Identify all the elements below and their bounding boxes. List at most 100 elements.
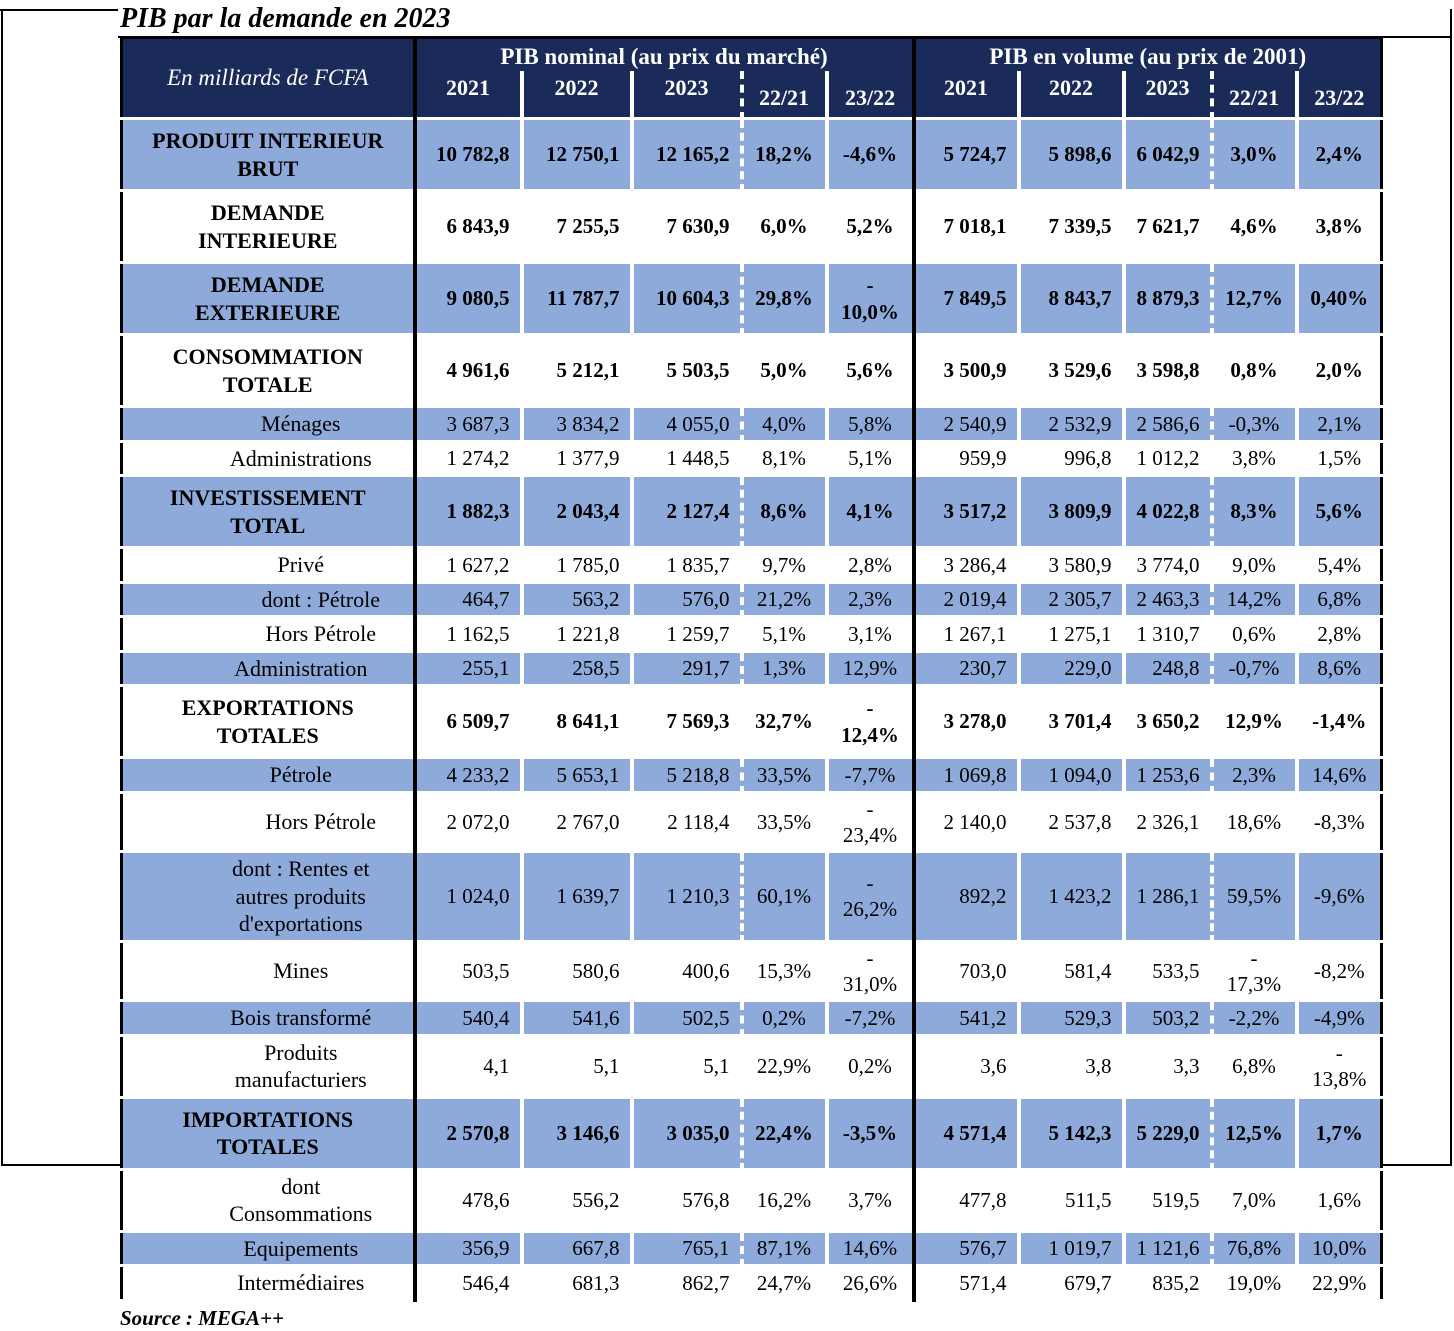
- nominal-value-cell: 4,0%: [739, 405, 827, 443]
- nominal-value-cell: 24,7%: [739, 1264, 827, 1302]
- volume-value-cell: 14,6%: [1294, 756, 1382, 794]
- group-header-volume: PIB en volume (au prix de 2001): [911, 37, 1382, 71]
- nominal-value-cell: 3 146,6: [519, 1095, 632, 1171]
- nominal-value-cell: 502,5: [629, 999, 742, 1037]
- row-label: PRODUIT INTERIEUR BRUT: [121, 117, 417, 192]
- nominal-value-cell: 681,3: [519, 1264, 632, 1302]
- volume-value-cell: 3 517,2: [911, 474, 1019, 549]
- nominal-value-cell: 18,2%: [739, 117, 827, 192]
- volume-value-cell: 22,9%: [1294, 1264, 1382, 1302]
- nominal-value-cell: 1 024,0: [412, 850, 522, 943]
- volume-value-cell: 2 326,1: [1121, 790, 1212, 853]
- row-label: CONSOMMATION TOTALE: [121, 333, 417, 408]
- nominal-value-cell: 6 843,9: [412, 189, 522, 264]
- table-row: Mines 503,5 580,6 400,6 15,3% - 31,0% 703,0 581…: [121, 939, 1382, 1002]
- volume-value-cell: 9,0%: [1209, 546, 1297, 584]
- table-row: Administrations 1 274,2 1 377,9 1 448,5 8,1%…: [121, 439, 1382, 477]
- nominal-value-cell: 33,5%: [739, 790, 827, 853]
- nominal-value-cell: 1,3%: [739, 649, 827, 687]
- volume-value-cell: 1,7%: [1294, 1095, 1382, 1171]
- nominal-value-cell: 5,0%: [739, 333, 827, 408]
- volume-value-cell: 12,5%: [1209, 1095, 1297, 1171]
- nominal-value-cell: 580,6: [519, 939, 632, 1002]
- nominal-value-cell: -3,5%: [824, 1095, 914, 1171]
- volume-value-cell: 0,40%: [1294, 261, 1382, 336]
- volume-value-cell: -0,7%: [1209, 649, 1297, 687]
- volume-value-cell: 3,0%: [1209, 117, 1297, 192]
- volume-value-cell: 8 843,7: [1016, 261, 1124, 336]
- nominal-value-cell: 16,2%: [739, 1167, 827, 1233]
- nominal-value-cell: -7,2%: [824, 999, 914, 1037]
- nominal-value-cell: 4 233,2: [412, 756, 522, 794]
- volume-value-cell: 503,2: [1121, 999, 1212, 1037]
- row-label: Administration: [121, 649, 417, 687]
- volume-value-cell: 703,0: [911, 939, 1019, 1002]
- nominal-value-cell: 667,8: [519, 1229, 632, 1267]
- volume-value-cell: 7 018,1: [911, 189, 1019, 264]
- table-header: En milliards de FCFA PIB nominal (au pri…: [121, 37, 1382, 119]
- col-header-nominal-2021: 2021: [414, 71, 522, 119]
- nominal-value-cell: 356,9: [412, 1229, 522, 1267]
- volume-value-cell: 2,4%: [1294, 117, 1382, 192]
- volume-value-cell: 76,8%: [1209, 1229, 1297, 1267]
- volume-value-cell: 6,8%: [1209, 1033, 1297, 1099]
- nominal-value-cell: -4,6%: [824, 117, 914, 192]
- table-row: INVESTISSEMENT TOTAL 1 882,3 2 043,4 2 127,…: [121, 474, 1382, 549]
- nominal-value-cell: - 12,4%: [824, 684, 914, 759]
- col-header-volume-22-21: 22/21: [1209, 71, 1297, 119]
- col-header-nominal-22-21: 22/21: [739, 71, 827, 119]
- volume-value-cell: 1 275,1: [1016, 615, 1124, 653]
- volume-value-cell: 7 621,7: [1121, 189, 1212, 264]
- nominal-value-cell: 4 961,6: [412, 333, 522, 408]
- header-group-row: En milliards de FCFA PIB nominal (au pri…: [121, 37, 1382, 119]
- volume-value-cell: 1 019,7: [1016, 1229, 1124, 1267]
- nominal-value-cell: 1 627,2: [412, 546, 522, 584]
- table-row: PRODUIT INTERIEUR BRUT 10 782,8 12 750,1 12…: [121, 117, 1382, 192]
- nominal-value-cell: 10 782,8: [412, 117, 522, 192]
- nominal-value-cell: 7 569,3: [629, 684, 742, 759]
- table-row: Ménages 3 687,3 3 834,2 4 055,0 4,0% 5,8% 2 54…: [121, 405, 1382, 443]
- table-row: Intermédiaires 546,4 681,3 862,7 24,7% 26,6% 5…: [121, 1264, 1382, 1302]
- volume-value-cell: 14,2%: [1209, 580, 1297, 618]
- nominal-value-cell: 9,7%: [739, 546, 827, 584]
- volume-value-cell: -8,3%: [1294, 790, 1382, 853]
- row-label: Administrations: [121, 439, 417, 477]
- nominal-value-cell: 2,8%: [824, 546, 914, 584]
- volume-value-cell: 1 121,6: [1121, 1229, 1212, 1267]
- volume-value-cell: 2,8%: [1294, 615, 1382, 653]
- volume-value-cell: 1 253,6: [1121, 756, 1212, 794]
- volume-value-cell: 581,4: [1016, 939, 1124, 1002]
- table-body: PRODUIT INTERIEUR BRUT 10 782,8 12 750,1 12…: [121, 117, 1382, 1302]
- table-row: dont : Pétrole 464,7 563,2 576,0 21,2% 2,3% 2 …: [121, 580, 1382, 618]
- nominal-value-cell: - 31,0%: [824, 939, 914, 1002]
- volume-value-cell: 2,1%: [1294, 405, 1382, 443]
- volume-value-cell: 5 229,0: [1121, 1095, 1212, 1171]
- nominal-value-cell: 60,1%: [739, 850, 827, 943]
- nominal-value-cell: 2 570,8: [412, 1095, 522, 1171]
- row-label: Hors Pétrole: [121, 615, 417, 653]
- nominal-value-cell: 5,8%: [824, 405, 914, 443]
- volume-value-cell: -9,6%: [1294, 850, 1382, 943]
- volume-value-cell: 3 286,4: [911, 546, 1019, 584]
- table-row: Equipements 356,9 667,8 765,1 87,1% 14,6% 576,…: [121, 1229, 1382, 1267]
- volume-value-cell: 892,2: [911, 850, 1019, 943]
- col-header-nominal-2023: 2023: [629, 71, 742, 119]
- header-year-row: 2021 2022 2023 22/21 23/22 2021 2022 202…: [122, 71, 1382, 119]
- volume-value-cell: 679,7: [1016, 1264, 1124, 1302]
- volume-value-cell: 3 278,0: [911, 684, 1019, 759]
- nominal-value-cell: 14,6%: [824, 1229, 914, 1267]
- nominal-value-cell: 11 787,7: [519, 261, 632, 336]
- nominal-value-cell: 21,2%: [739, 580, 827, 618]
- volume-value-cell: 529,3: [1016, 999, 1124, 1037]
- nominal-value-cell: 556,2: [519, 1167, 632, 1233]
- table-row: dont : Rentes et autres produits d'expor…: [121, 850, 1382, 943]
- volume-value-cell: 2,3%: [1209, 756, 1297, 794]
- nominal-value-cell: 1 221,8: [519, 615, 632, 653]
- table-row: DEMANDE EXTERIEURE 9 080,5 11 787,7 10 604,…: [121, 261, 1382, 336]
- nominal-value-cell: 5,1%: [824, 439, 914, 477]
- table-row: Pétrole 4 233,2 5 653,1 5 218,8 33,5% -7,7% 1 …: [121, 756, 1382, 794]
- nominal-value-cell: 32,7%: [739, 684, 827, 759]
- nominal-value-cell: 1 785,0: [519, 546, 632, 584]
- row-label: IMPORTATIONS TOTALES: [121, 1095, 417, 1171]
- volume-value-cell: 996,8: [1016, 439, 1124, 477]
